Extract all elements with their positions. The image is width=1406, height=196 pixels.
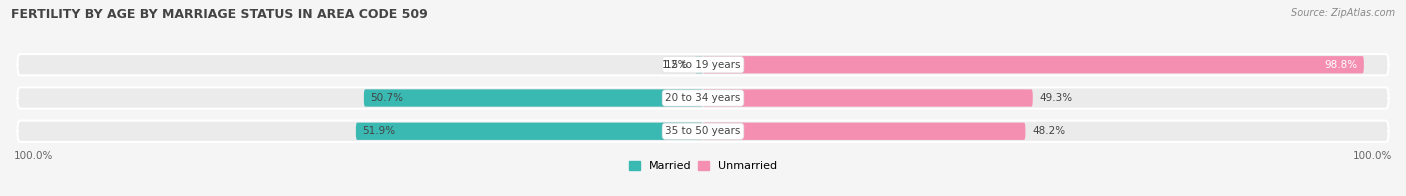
Text: 48.2%: 48.2% [1032,126,1066,136]
FancyBboxPatch shape [364,89,703,107]
Text: 98.8%: 98.8% [1324,60,1357,70]
Text: 1.2%: 1.2% [662,60,689,70]
FancyBboxPatch shape [17,87,1389,109]
FancyBboxPatch shape [703,123,1025,140]
Text: 100.0%: 100.0% [14,151,53,161]
FancyBboxPatch shape [703,89,1033,107]
Text: FERTILITY BY AGE BY MARRIAGE STATUS IN AREA CODE 509: FERTILITY BY AGE BY MARRIAGE STATUS IN A… [11,8,427,21]
Text: 51.9%: 51.9% [363,126,395,136]
FancyBboxPatch shape [695,56,703,73]
FancyBboxPatch shape [17,54,1389,75]
FancyBboxPatch shape [356,123,703,140]
Text: 50.7%: 50.7% [371,93,404,103]
Legend: Married, Unmarried: Married, Unmarried [628,161,778,172]
Text: Source: ZipAtlas.com: Source: ZipAtlas.com [1291,8,1395,18]
Text: 35 to 50 years: 35 to 50 years [665,126,741,136]
FancyBboxPatch shape [17,121,1389,142]
Text: 100.0%: 100.0% [1353,151,1392,161]
Text: 15 to 19 years: 15 to 19 years [665,60,741,70]
Text: 20 to 34 years: 20 to 34 years [665,93,741,103]
FancyBboxPatch shape [703,56,1364,73]
Text: 49.3%: 49.3% [1039,93,1073,103]
